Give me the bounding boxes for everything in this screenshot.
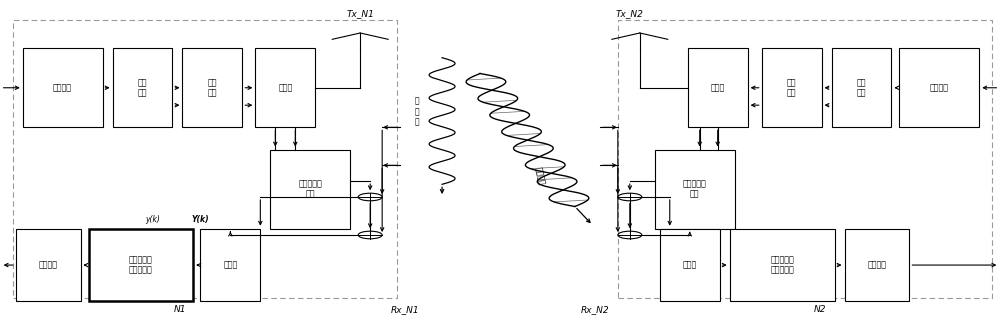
Bar	[730, 229, 835, 301]
Text: 混频器: 混频器	[711, 83, 725, 92]
Text: 期望信号: 期望信号	[534, 166, 546, 186]
Text: 相移
网络: 相移 网络	[208, 78, 217, 97]
Bar	[899, 48, 979, 127]
Bar	[660, 229, 720, 301]
Bar	[688, 48, 748, 127]
Bar	[762, 48, 822, 127]
Bar	[113, 48, 172, 127]
Bar	[845, 229, 909, 301]
Text: Y(k): Y(k)	[192, 215, 209, 224]
Text: y(k): y(k)	[145, 215, 160, 224]
Text: Rx_N2: Rx_N2	[581, 305, 609, 314]
Bar	[832, 48, 891, 127]
Text: Tx_N1: Tx_N1	[346, 9, 374, 18]
Text: 混频器: 混频器	[683, 260, 697, 270]
Text: 射频自干扰
消除: 射频自干扰 消除	[683, 179, 707, 199]
Text: 相移
网络: 相移 网络	[787, 78, 796, 97]
Bar	[182, 48, 242, 127]
Text: 极化域数字
自干扰消除: 极化域数字 自干扰消除	[129, 255, 153, 275]
Bar	[16, 229, 81, 301]
Text: 射频自干扰
消除: 射频自干扰 消除	[298, 179, 322, 199]
Text: 自
干
扰: 自 干 扰	[415, 97, 419, 127]
Text: 解码解调: 解码解调	[39, 260, 58, 270]
Text: 功分
网络: 功分 网络	[857, 78, 866, 97]
Bar	[255, 48, 315, 127]
Text: 混频器: 混频器	[278, 83, 292, 92]
Bar	[23, 48, 103, 127]
Text: 极化域数字
自干扰消除: 极化域数字 自干扰消除	[770, 255, 794, 275]
Bar	[270, 149, 350, 229]
Text: Rx_N1: Rx_N1	[391, 305, 419, 314]
Text: N1: N1	[174, 305, 187, 314]
Bar	[13, 20, 397, 298]
Text: 功分
网络: 功分 网络	[138, 78, 147, 97]
Bar	[200, 229, 260, 301]
Bar	[89, 229, 193, 301]
Text: 编码调制: 编码调制	[930, 83, 949, 92]
Bar	[618, 20, 992, 298]
Bar	[655, 149, 735, 229]
Text: 解码解调: 解码解调	[867, 260, 886, 270]
Text: N2: N2	[813, 305, 826, 314]
Text: 混频器: 混频器	[223, 260, 238, 270]
Text: Tx_N2: Tx_N2	[616, 9, 644, 18]
Text: 编码调制: 编码调制	[53, 83, 72, 92]
